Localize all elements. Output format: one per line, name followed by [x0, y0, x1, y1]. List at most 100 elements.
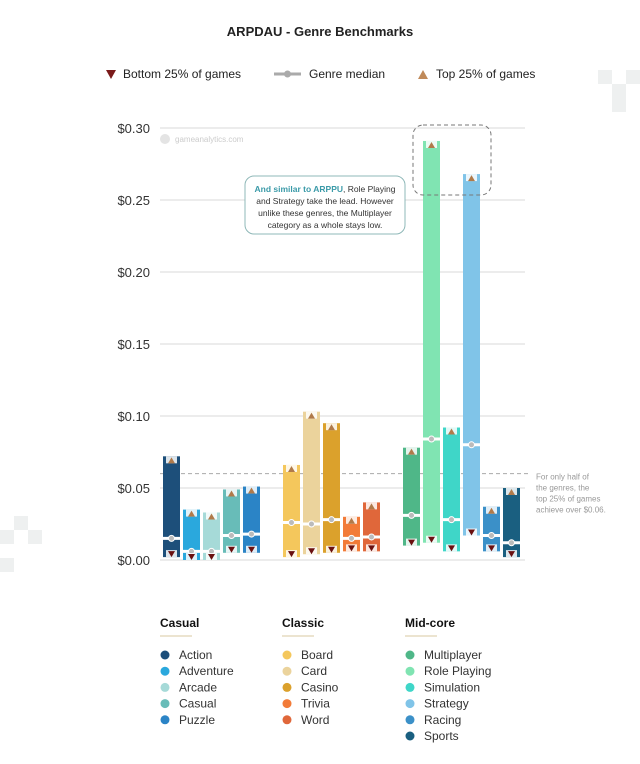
- bar-role-playing: [423, 140, 440, 543]
- annotation-highlight: And similar to ARPPU: [255, 184, 343, 194]
- bar-puzzle: [243, 486, 260, 553]
- legend-item: Arcade: [179, 680, 217, 694]
- bar-racing: [483, 506, 500, 552]
- range-bar: [423, 140, 440, 543]
- median-marker: [468, 441, 475, 449]
- legend-item: Word: [301, 713, 329, 727]
- bottom-marker: [448, 545, 455, 552]
- bottom-marker: [188, 554, 195, 560]
- legend-swatch: [282, 682, 292, 692]
- bar-casino: [323, 423, 340, 553]
- range-bar: [343, 516, 360, 552]
- grid: $0.00 $0.05 $0.10 $0.15 $0.20 $0.25 $0.30: [117, 121, 525, 568]
- legend-item: Casino: [301, 680, 339, 694]
- range-bar: [323, 423, 340, 553]
- annotation: And similar to ARPPU, Role Playing and S…: [244, 175, 406, 235]
- legend-swatch: [160, 682, 170, 692]
- bars: [163, 140, 520, 560]
- svg-text:unlike these genres, the Multi: unlike these genres, the Multiplayer: [258, 208, 392, 218]
- bar-strategy: [463, 174, 480, 536]
- bottom-marker: [368, 545, 375, 552]
- legend-item: Role Playing: [424, 664, 491, 678]
- legend-swatch: [160, 699, 170, 709]
- range-bar: [283, 464, 300, 558]
- reference-note: For only half of the genres, the top 25% o…: [536, 473, 606, 515]
- bar-sports: [503, 488, 520, 558]
- legend-item: Multiplayer: [424, 648, 482, 662]
- top-marker: [408, 448, 415, 455]
- legend-item: Simulation: [424, 680, 480, 694]
- bottom-marker-icon: [106, 70, 116, 79]
- range-bar: [403, 447, 420, 546]
- top-marker: [368, 503, 375, 510]
- median-marker: [168, 534, 175, 542]
- y-tick-label: $0.15: [117, 337, 150, 352]
- legend-item: Racing: [424, 713, 461, 727]
- bottom-marker: [288, 551, 295, 558]
- bottom-marker: [508, 551, 515, 558]
- range-bar: [243, 486, 260, 553]
- range-bar: [203, 512, 220, 560]
- bar-adventure: [183, 509, 200, 560]
- top-marker: [428, 141, 435, 148]
- range-bar: [463, 174, 480, 536]
- svg-text:gameanalytics.com: gameanalytics.com: [175, 135, 244, 144]
- bottom-marker: [168, 551, 175, 558]
- top-marker: [508, 489, 515, 495]
- highlight-box: [412, 124, 492, 196]
- chart-title: ARPDAU - Genre Benchmarks: [227, 24, 413, 39]
- legend-swatch: [405, 650, 415, 660]
- legend-item: Trivia: [301, 697, 330, 711]
- legend-item: Strategy: [424, 697, 469, 711]
- legend-group-casual: Casual Action Adventure Arcade Casual Puzzle: [160, 616, 234, 727]
- median-marker: [408, 511, 415, 519]
- watermark: gameanalytics.com: [160, 134, 244, 144]
- legend-swatch: [160, 650, 170, 660]
- top-marker: [288, 465, 295, 472]
- bottom-marker: [468, 529, 475, 536]
- bottom-marker: [208, 554, 215, 560]
- bottom-marker: [228, 546, 235, 553]
- median-marker: [348, 534, 355, 542]
- range-bar: [223, 489, 240, 553]
- top-marker: [208, 513, 215, 520]
- bottom-marker: [488, 545, 495, 552]
- svg-text:category as a whole stays low.: category as a whole stays low.: [268, 220, 383, 230]
- reference-note-line: top 25% of games: [536, 495, 600, 504]
- bar-casual: [223, 489, 240, 553]
- bottom-marker: [428, 536, 435, 543]
- legend-group-title: Classic: [282, 616, 324, 630]
- bar-word: [363, 502, 380, 552]
- legend-group-title: Casual: [160, 616, 199, 630]
- range-bar: [443, 427, 460, 552]
- top-marker: [348, 517, 355, 524]
- legend-item: Sports: [424, 729, 459, 743]
- legend-group-mid-core: Mid-core Multiplayer Role Playing Simulatio…: [405, 616, 491, 743]
- median-marker: [248, 530, 255, 538]
- top-marker: [188, 510, 195, 517]
- bar-trivia: [343, 516, 360, 552]
- legend-swatch: [282, 650, 292, 660]
- median-marker: [228, 532, 235, 540]
- bottom-marker: [248, 546, 255, 553]
- median-marker: [328, 516, 335, 524]
- bar-arcade: [203, 512, 220, 560]
- bar-action: [163, 456, 180, 558]
- y-tick-label: $0.10: [117, 409, 150, 424]
- y-tick-label: $0.00: [117, 553, 150, 568]
- top-marker: [308, 412, 315, 419]
- bottom-marker: [348, 545, 355, 552]
- median-marker: [288, 519, 295, 527]
- bar-board: [283, 464, 300, 558]
- legend-item: Adventure: [179, 664, 234, 678]
- legend-swatch: [160, 666, 170, 676]
- median-marker: [428, 435, 435, 443]
- legend-swatch: [282, 715, 292, 725]
- legend-bottom: Bottom 25% of games: [123, 67, 241, 81]
- y-tick-label: $0.20: [117, 265, 150, 280]
- svg-text:and Strategy take the lead. Ho: and Strategy take the lead. However: [256, 196, 394, 206]
- top-marker: [448, 428, 455, 435]
- svg-text:And similar to ARPPU, Role Pla: And similar to ARPPU, Role Playing: [255, 184, 396, 194]
- bottom-marker: [328, 546, 335, 553]
